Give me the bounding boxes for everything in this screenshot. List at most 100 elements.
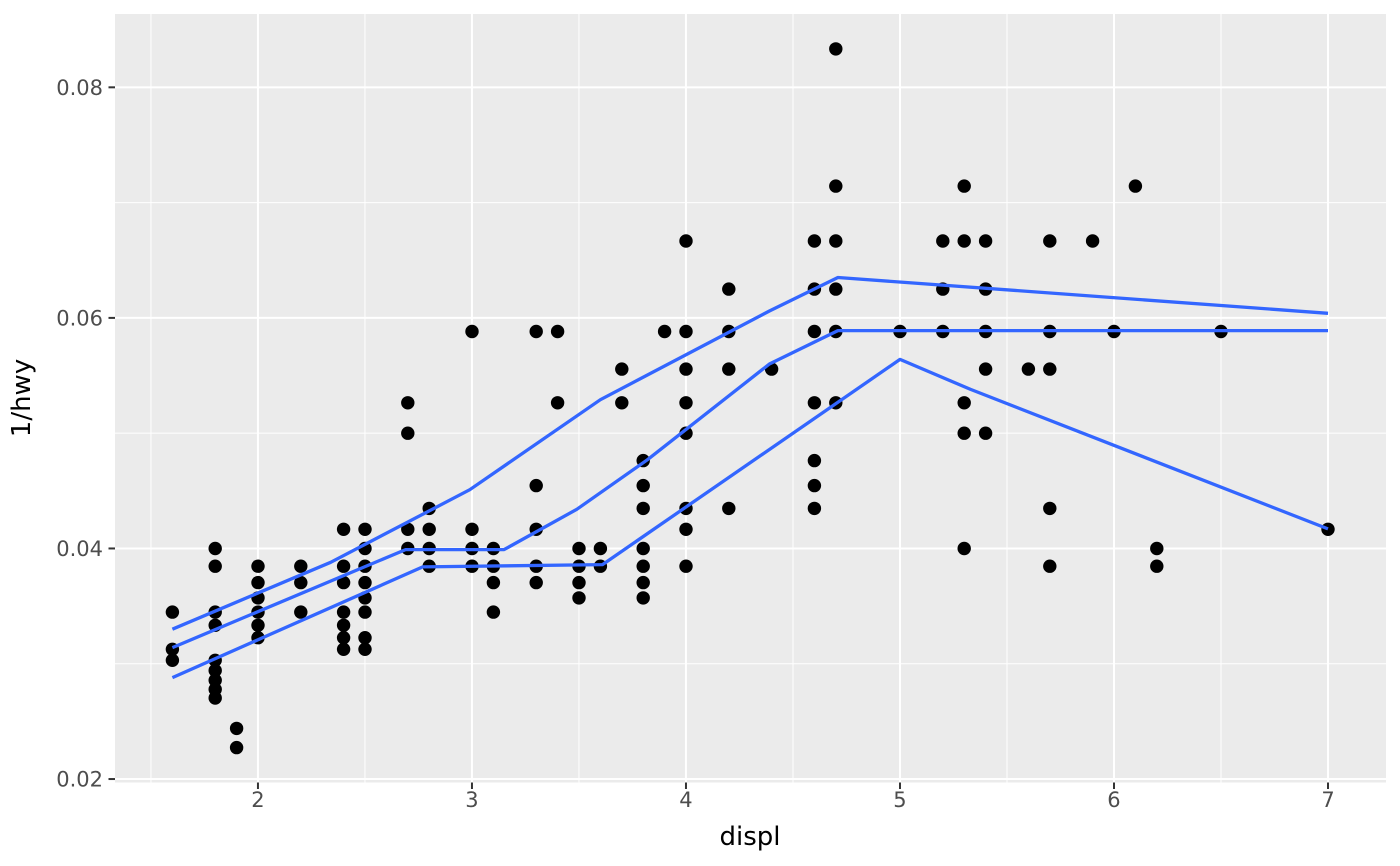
data-point <box>229 721 244 736</box>
data-point <box>679 522 693 536</box>
data-point <box>465 324 479 339</box>
data-point <box>550 396 565 410</box>
data-point <box>679 559 693 573</box>
data-point <box>957 426 971 440</box>
data-point <box>636 478 650 493</box>
data-point <box>829 42 843 56</box>
data-point <box>957 396 971 410</box>
y-tick-label: 0.08 <box>56 76 103 100</box>
data-point <box>807 478 822 493</box>
data-point <box>1321 522 1335 536</box>
data-point <box>358 522 372 536</box>
data-point <box>957 234 971 248</box>
data-point <box>807 501 822 516</box>
data-point <box>957 541 971 556</box>
data-point <box>829 282 843 296</box>
data-point <box>679 396 693 410</box>
data-point <box>636 541 650 556</box>
x-tick-label: 6 <box>1107 788 1120 812</box>
quantile-line-q25-lower <box>171 357 1329 680</box>
data-point <box>336 605 351 619</box>
data-point <box>593 541 608 556</box>
data-point <box>636 559 650 573</box>
plot-panel <box>115 14 1386 783</box>
data-point <box>1085 234 1100 248</box>
data-point <box>208 673 222 687</box>
data-point <box>807 234 822 248</box>
data-point <box>615 362 629 376</box>
data-point <box>401 426 415 440</box>
data-point <box>829 234 843 248</box>
data-point <box>336 631 351 645</box>
x-tick-label: 2 <box>251 788 264 812</box>
data-point <box>1043 362 1057 376</box>
data-point <box>336 559 351 573</box>
data-point <box>401 396 415 410</box>
data-point <box>722 362 736 376</box>
data-point <box>358 642 372 656</box>
data-point <box>1150 559 1164 573</box>
data-point <box>679 324 693 339</box>
data-point <box>1021 362 1036 376</box>
data-point <box>486 605 501 619</box>
y-tick-label: 0.06 <box>56 306 103 330</box>
x-tick-label: 5 <box>893 788 906 812</box>
data-point <box>807 453 822 468</box>
data-point <box>1043 234 1057 248</box>
data-point <box>208 663 222 678</box>
x-axis-title: displ <box>719 822 780 852</box>
data-point <box>807 324 822 339</box>
data-point <box>358 605 372 619</box>
data-point <box>486 575 501 590</box>
data-point <box>165 605 180 619</box>
data-point <box>294 559 308 573</box>
data-point <box>829 179 843 193</box>
data-point <box>636 591 650 605</box>
data-point <box>978 426 993 440</box>
data-point <box>636 501 650 516</box>
data-point <box>165 653 180 667</box>
x-tick-label: 7 <box>1321 788 1334 812</box>
data-point <box>679 426 693 440</box>
data-point <box>572 591 586 605</box>
data-point <box>679 234 693 248</box>
data-point <box>294 575 308 590</box>
data-point <box>722 282 736 296</box>
x-tick-label: 4 <box>679 788 692 812</box>
data-point <box>358 631 372 645</box>
data-point <box>251 575 265 590</box>
data-point <box>957 179 971 193</box>
y-axis-title: 1/hwy <box>7 359 37 437</box>
data-point <box>657 324 672 339</box>
data-point <box>336 522 351 536</box>
y-tick-label: 0.04 <box>56 537 103 561</box>
data-point <box>572 575 586 590</box>
data-point <box>679 362 693 376</box>
data-point <box>978 234 993 248</box>
data-point <box>807 396 822 410</box>
data-point <box>465 522 479 536</box>
data-point <box>208 691 222 705</box>
data-point <box>208 541 222 556</box>
data-point <box>422 522 436 536</box>
data-point <box>1043 559 1057 573</box>
data-point <box>1128 179 1143 193</box>
data-point <box>251 618 265 632</box>
data-point <box>615 396 629 410</box>
y-tick-label: 0.02 <box>56 768 103 792</box>
data-point <box>336 575 351 590</box>
data-point <box>636 575 650 590</box>
data-point <box>1043 501 1057 516</box>
data-point <box>294 605 308 619</box>
data-point <box>208 559 222 573</box>
data-point <box>529 324 543 339</box>
data-point <box>936 234 950 248</box>
x-tick-label: 3 <box>465 788 478 812</box>
data-point <box>978 362 993 376</box>
data-point <box>529 478 543 493</box>
data-point <box>358 575 372 590</box>
data-point <box>550 324 565 339</box>
data-point <box>529 575 543 590</box>
data-point <box>336 618 351 632</box>
